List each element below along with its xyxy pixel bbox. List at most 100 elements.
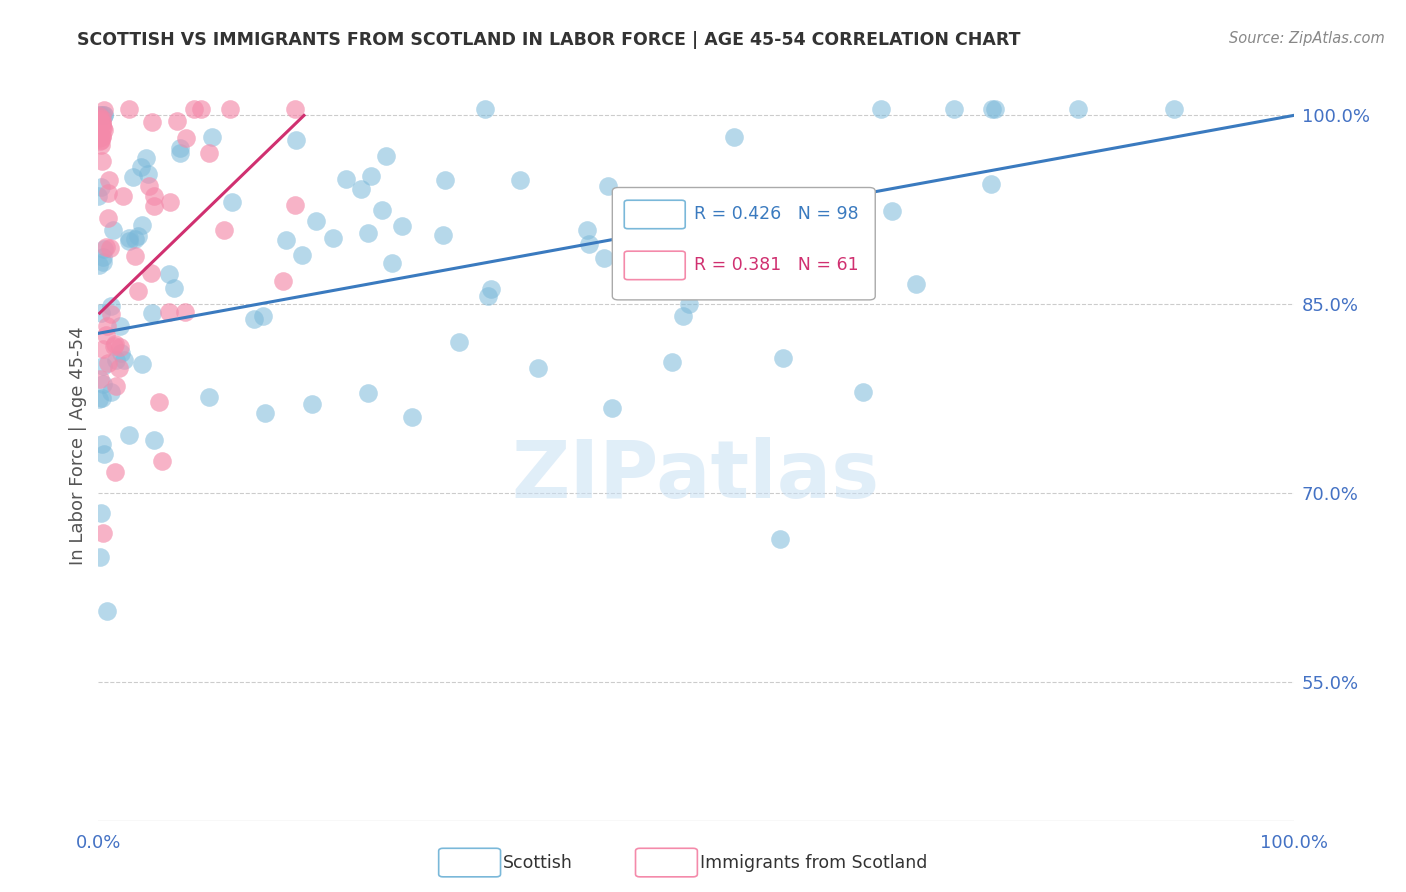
Text: R = 0.381   N = 61: R = 0.381 N = 61 — [693, 256, 858, 274]
Point — [143, 199, 166, 213]
Point — [357, 386, 380, 401]
Point — [131, 219, 153, 233]
Point — [148, 395, 170, 409]
Point — [169, 146, 191, 161]
Point — [87, 258, 110, 272]
Point — [905, 277, 928, 291]
Point — [984, 102, 1007, 116]
Point — [89, 549, 111, 564]
Point — [90, 128, 112, 143]
Point — [479, 282, 502, 296]
Point — [943, 102, 966, 116]
Text: R = 0.426   N = 98: R = 0.426 N = 98 — [693, 205, 858, 223]
Point — [93, 243, 115, 257]
Point — [89, 108, 111, 122]
Point — [174, 131, 197, 145]
Point — [103, 339, 125, 353]
Point — [183, 102, 205, 116]
Point — [772, 351, 794, 365]
Point — [252, 309, 274, 323]
Point — [254, 406, 277, 420]
Point — [118, 234, 141, 248]
FancyBboxPatch shape — [624, 252, 685, 280]
Point — [97, 186, 120, 200]
Point — [96, 327, 118, 342]
Text: ZIPatlas: ZIPatlas — [512, 437, 880, 515]
Point — [127, 229, 149, 244]
Point — [100, 299, 122, 313]
Point — [981, 102, 1004, 116]
Point — [97, 211, 120, 226]
Point — [90, 137, 112, 152]
Text: SCOTTISH VS IMMIGRANTS FROM SCOTLAND IN LABOR FORCE | AGE 45-54 CORRELATION CHAR: SCOTTISH VS IMMIGRANTS FROM SCOTLAND IN … — [77, 31, 1021, 49]
Point — [129, 160, 152, 174]
Point — [375, 149, 398, 163]
Point — [152, 454, 174, 468]
Point — [477, 288, 499, 302]
Point — [157, 267, 180, 281]
Point — [142, 433, 165, 447]
Point — [87, 114, 110, 128]
Point — [112, 353, 135, 368]
Point — [100, 384, 122, 399]
Point — [769, 532, 792, 546]
Point — [1067, 102, 1090, 116]
Point — [90, 154, 112, 169]
Point — [91, 255, 114, 269]
Point — [136, 167, 159, 181]
Point — [305, 214, 328, 228]
Point — [432, 227, 454, 242]
Point — [157, 305, 180, 319]
Point — [322, 230, 344, 244]
Point — [96, 319, 118, 334]
Point — [91, 250, 114, 264]
Point — [647, 195, 669, 210]
Point — [87, 392, 110, 406]
Point — [135, 152, 157, 166]
Point — [90, 116, 112, 130]
Point — [201, 129, 224, 144]
Point — [91, 120, 114, 135]
Point — [111, 188, 134, 202]
Point — [678, 297, 700, 311]
Text: Immigrants from Scotland: Immigrants from Scotland — [700, 854, 928, 871]
Point — [274, 233, 297, 247]
Point — [271, 274, 294, 288]
Point — [110, 346, 132, 360]
Point — [139, 267, 162, 281]
Point — [633, 269, 655, 284]
Point — [596, 178, 619, 193]
Point — [578, 236, 600, 251]
Point — [101, 223, 124, 237]
Point — [97, 356, 120, 370]
Point — [91, 108, 114, 122]
Point — [90, 306, 112, 320]
Point — [197, 146, 219, 161]
Point — [89, 134, 111, 148]
Point — [90, 120, 112, 134]
Point — [284, 102, 307, 116]
Point — [90, 506, 112, 520]
Point — [90, 133, 112, 147]
Point — [100, 307, 122, 321]
FancyBboxPatch shape — [613, 187, 876, 300]
Point — [104, 465, 127, 479]
Point — [98, 173, 121, 187]
Point — [284, 198, 307, 212]
Point — [371, 203, 394, 218]
Point — [89, 130, 111, 145]
Point — [980, 178, 1002, 192]
Point — [118, 231, 141, 245]
Point — [108, 318, 131, 333]
Point — [89, 131, 111, 145]
Point — [1163, 102, 1185, 116]
Point — [284, 133, 307, 147]
FancyBboxPatch shape — [624, 200, 685, 228]
Point — [360, 169, 382, 183]
Point — [212, 223, 235, 237]
Y-axis label: In Labor Force | Age 45-54: In Labor Force | Age 45-54 — [69, 326, 87, 566]
Point — [90, 179, 112, 194]
Point — [93, 103, 115, 118]
Point — [108, 340, 131, 354]
Point — [93, 525, 115, 540]
